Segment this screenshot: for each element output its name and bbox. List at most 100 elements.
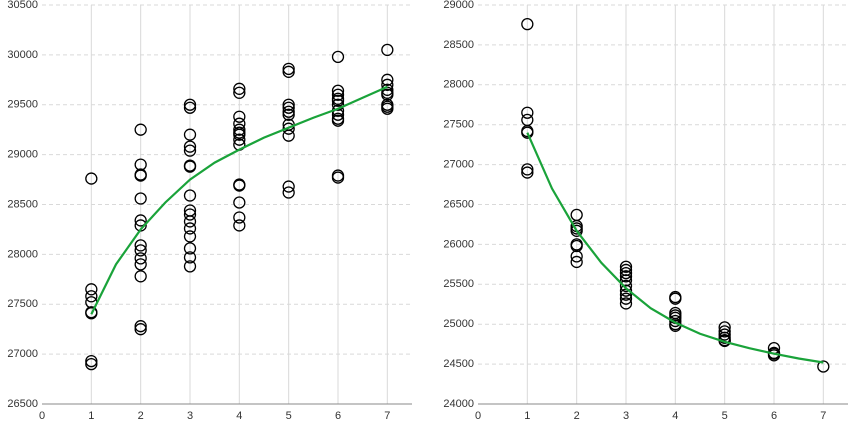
point xyxy=(134,252,147,265)
point xyxy=(282,98,295,111)
y-tick-label: 28000 xyxy=(7,248,38,260)
point xyxy=(521,163,534,176)
y-tick-label: 27500 xyxy=(443,119,474,131)
point xyxy=(331,114,345,127)
y-tick-label: 30000 xyxy=(7,49,38,61)
point xyxy=(233,123,246,136)
point xyxy=(134,323,147,336)
point xyxy=(183,140,197,153)
point xyxy=(521,166,534,179)
fit-line xyxy=(90,85,388,315)
point xyxy=(183,98,197,111)
point xyxy=(183,160,197,173)
y-tick-label: 29500 xyxy=(7,99,38,111)
point xyxy=(331,88,345,101)
point xyxy=(183,101,197,114)
y-tick-label: 26000 xyxy=(443,238,474,250)
y-tick-label: 29000 xyxy=(443,0,474,11)
y-tick-label: 26500 xyxy=(443,198,474,210)
point xyxy=(521,126,534,139)
point xyxy=(183,222,197,235)
point xyxy=(85,172,98,185)
point xyxy=(381,43,394,57)
point xyxy=(183,128,197,141)
point xyxy=(233,82,246,95)
point xyxy=(331,171,345,184)
y-tick-label: 25000 xyxy=(443,318,474,330)
point xyxy=(134,214,147,227)
point xyxy=(817,360,830,373)
point xyxy=(282,62,295,75)
point xyxy=(381,73,394,86)
point xyxy=(619,266,633,280)
x-tick-label: 2 xyxy=(574,410,580,422)
x-tick-label: 5 xyxy=(722,410,728,422)
point xyxy=(570,224,583,237)
point xyxy=(134,320,147,333)
x-tick-label: 6 xyxy=(335,410,341,422)
point xyxy=(233,110,246,123)
point xyxy=(183,189,197,202)
x-tick-label: 5 xyxy=(286,410,292,422)
point xyxy=(183,144,197,157)
point xyxy=(134,244,147,257)
x-tick-label: 3 xyxy=(187,410,193,422)
point xyxy=(381,102,394,115)
y-tick-label: 27000 xyxy=(7,348,38,360)
point xyxy=(282,180,295,193)
point xyxy=(134,192,147,205)
point xyxy=(134,258,147,271)
x-tick-label: 7 xyxy=(820,410,826,422)
point xyxy=(619,292,633,305)
point xyxy=(619,260,633,273)
point xyxy=(381,78,394,91)
point xyxy=(233,179,246,192)
x-tick-label: 0 xyxy=(475,410,481,422)
point xyxy=(134,123,147,136)
point xyxy=(233,219,246,232)
y-tick-label: 27500 xyxy=(7,298,38,310)
point xyxy=(619,297,633,310)
point xyxy=(619,284,633,297)
x-tick-label: 6 xyxy=(771,410,777,422)
y-tick-label: 29000 xyxy=(7,149,38,161)
point xyxy=(282,186,295,199)
point xyxy=(134,169,147,182)
point xyxy=(282,105,295,118)
point xyxy=(282,108,295,121)
y-tick-label: 25500 xyxy=(443,278,474,290)
point xyxy=(570,250,583,263)
y-tick-label: 28500 xyxy=(7,198,38,210)
y-tick-label: 26500 xyxy=(7,398,38,410)
y-tick-label: 30500 xyxy=(7,0,38,11)
point xyxy=(282,122,295,135)
y-tick-label: 27000 xyxy=(443,159,474,171)
point xyxy=(183,242,197,255)
point xyxy=(669,292,682,305)
point xyxy=(134,239,147,252)
point xyxy=(282,129,295,142)
point xyxy=(183,230,197,243)
x-tick-label: 4 xyxy=(672,410,678,422)
x-tick-label: 7 xyxy=(384,410,390,422)
point xyxy=(85,354,98,368)
x-tick-label: 4 xyxy=(236,410,242,422)
point xyxy=(381,88,394,101)
fit-line xyxy=(526,132,824,364)
point xyxy=(718,328,731,341)
point xyxy=(85,283,98,296)
point xyxy=(619,270,633,283)
x-tick-label: 3 xyxy=(623,410,629,422)
point xyxy=(521,18,534,31)
point xyxy=(669,314,682,328)
x-tick-label: 2 xyxy=(138,410,144,422)
x-tick-label: 0 xyxy=(39,410,45,422)
y-tick-label: 24500 xyxy=(443,358,474,370)
point xyxy=(331,50,345,64)
point xyxy=(183,251,197,264)
point xyxy=(85,357,98,371)
point xyxy=(331,98,345,111)
x-tick-label: 1 xyxy=(524,410,530,422)
point xyxy=(282,65,295,78)
